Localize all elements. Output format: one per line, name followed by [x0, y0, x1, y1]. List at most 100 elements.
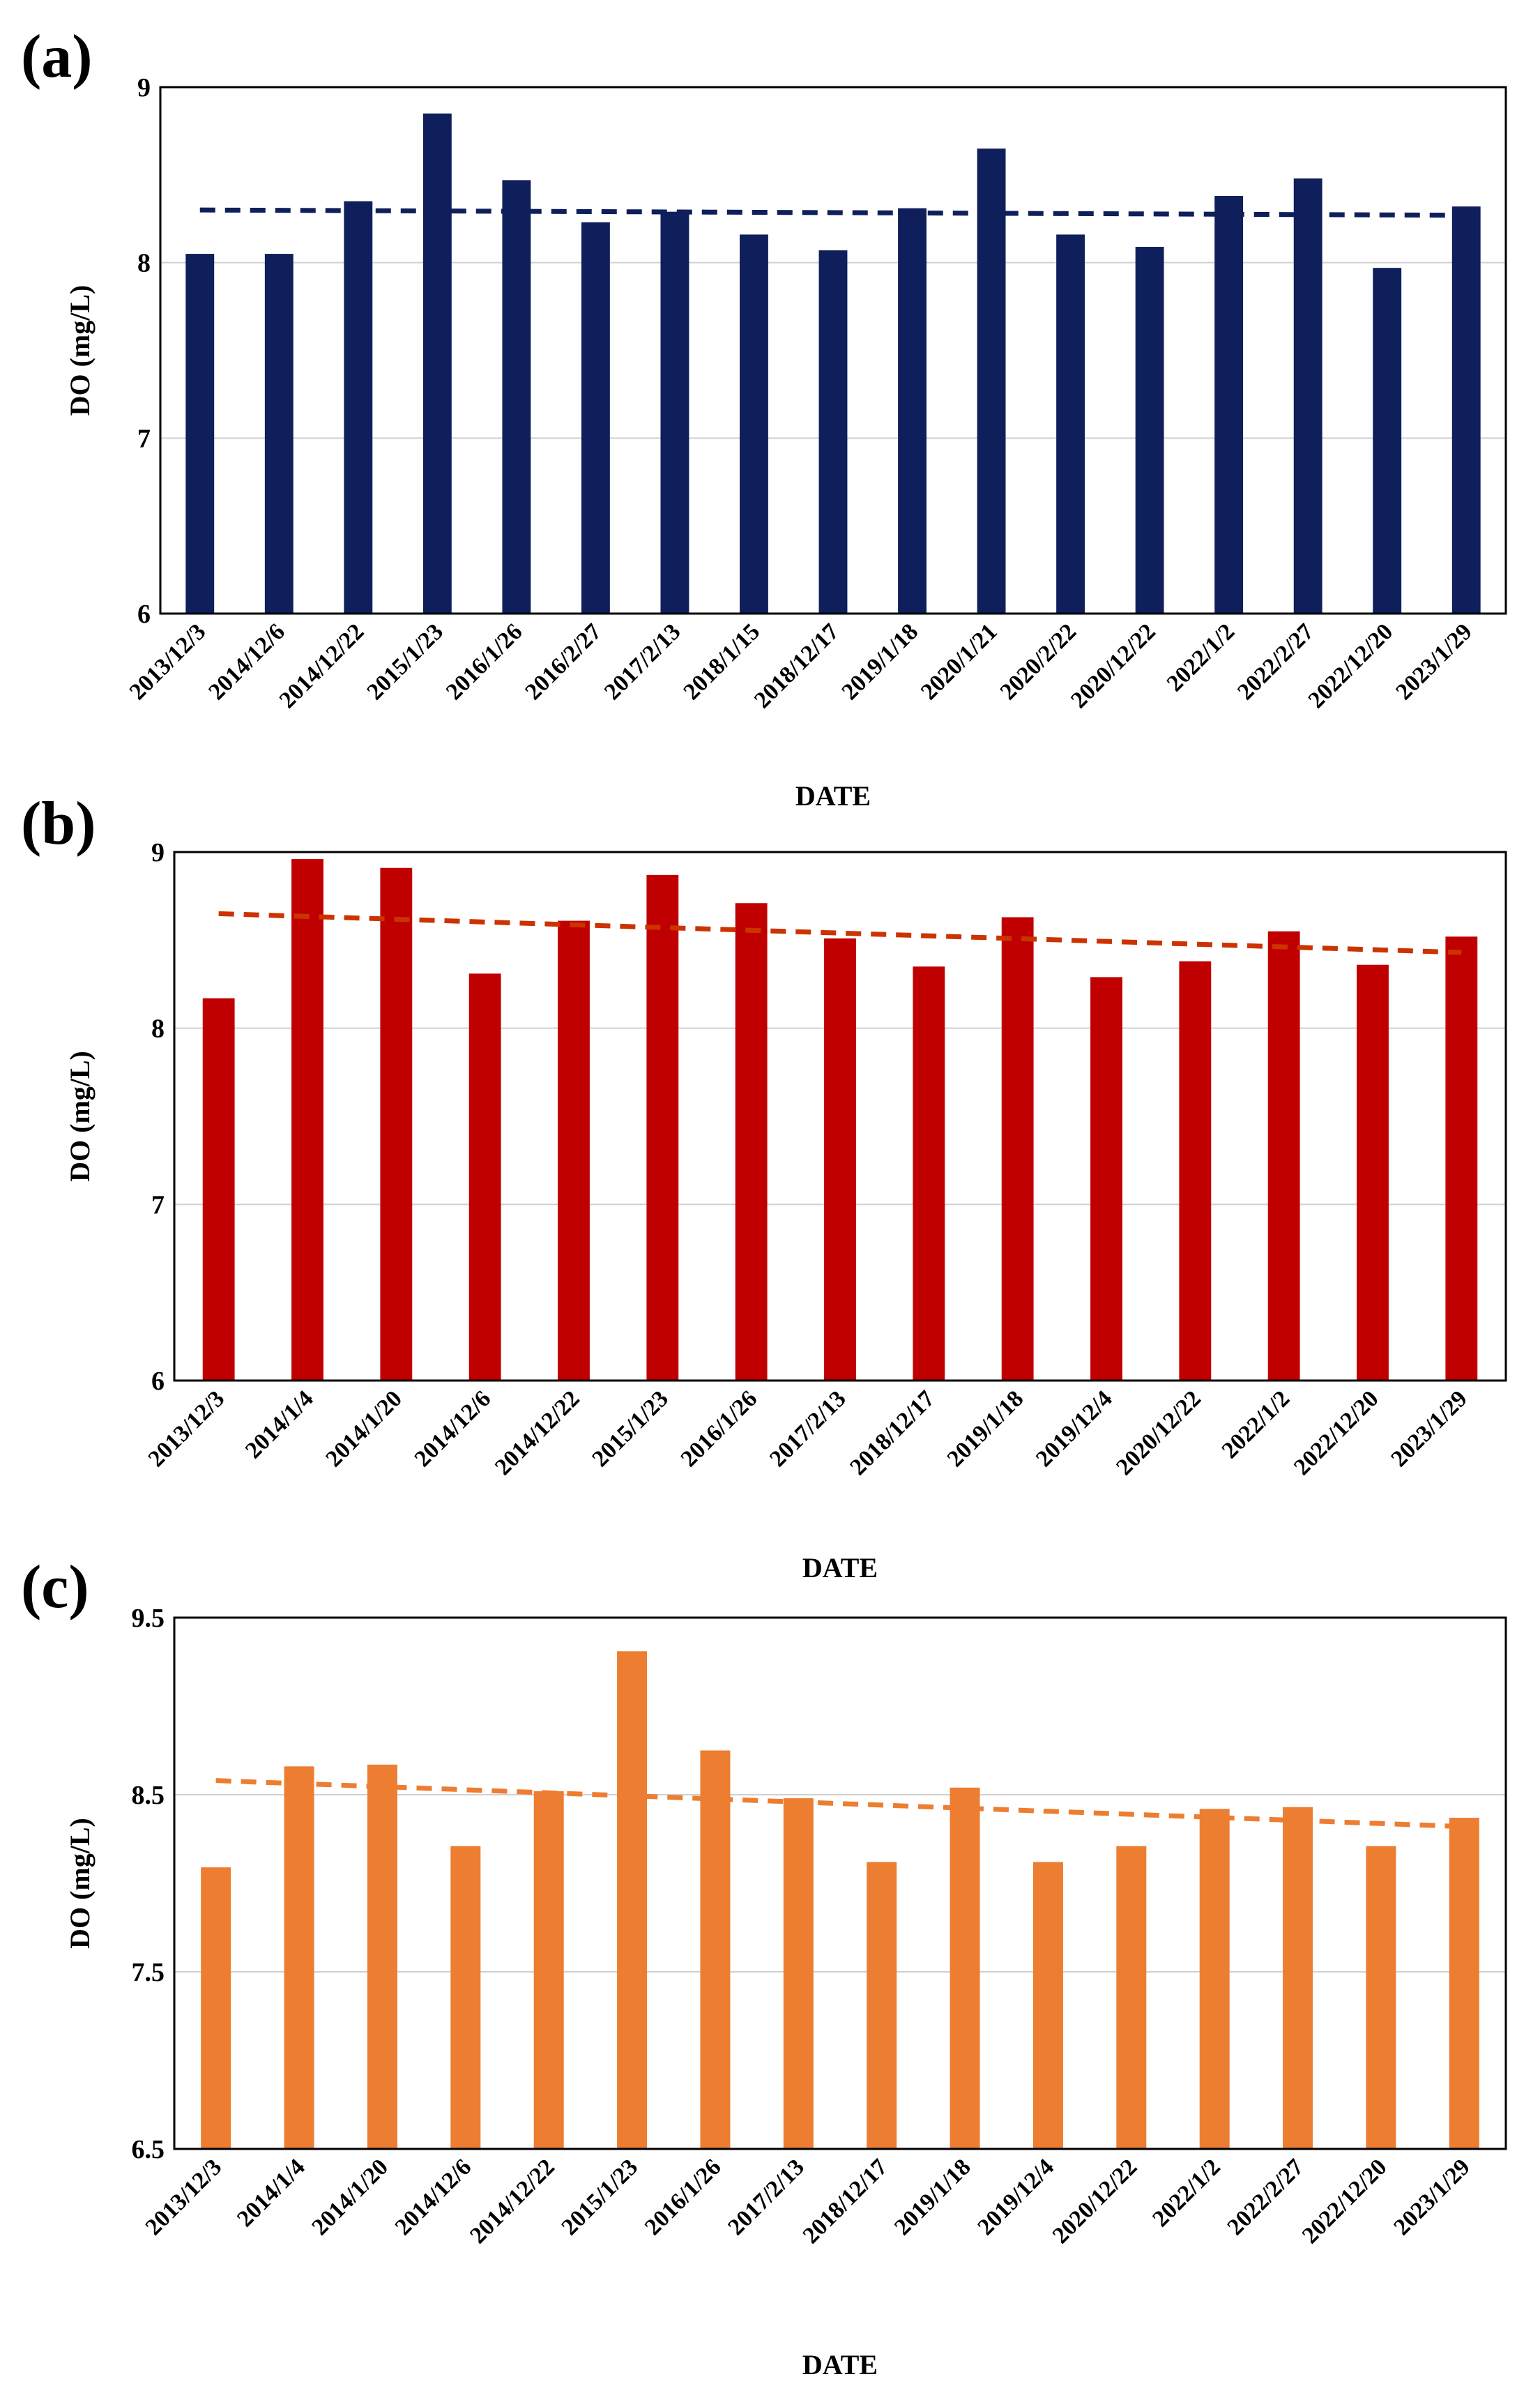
x-tick-label: 2013/12/3 [144, 1385, 230, 1472]
bar-2019/1/18 [1001, 917, 1034, 1381]
x-tick-label: 2015/1/23 [362, 618, 448, 705]
x-tick-label: 2022/1/2 [1217, 1385, 1295, 1464]
bar-2023/1/29 [1451, 206, 1481, 614]
x-tick-label: 2020/12/22 [1048, 2154, 1143, 2249]
bar-2014/1/20 [380, 867, 413, 1381]
x-tick-label: 2019/1/18 [943, 1385, 1029, 1472]
bar-2017/2/13 [783, 1798, 814, 2149]
bar-2020/12/22 [1135, 247, 1164, 614]
y-tick-label: 8 [137, 249, 151, 278]
bar-2020/12/22 [1116, 1846, 1147, 2149]
x-tick-label: 2013/12/3 [141, 2154, 227, 2240]
trendline [199, 207, 1467, 218]
bar-2022/12/20 [1357, 964, 1389, 1381]
bar-2020/2/22 [1056, 234, 1085, 614]
x-tick-label: 2014/12/22 [490, 1385, 585, 1480]
bar-2022/12/20 [1373, 268, 1402, 614]
trendline [218, 911, 1462, 955]
bar-2019/12/4 [1032, 1862, 1063, 2149]
bar-2022/2/27 [1283, 1807, 1313, 2149]
x-tick-label: 2014/1/20 [321, 1385, 407, 1472]
bar-2022/12/20 [1366, 1846, 1396, 2149]
y-axis-title: DO (mg/L) [64, 1818, 96, 1949]
x-axis-title: DATE [795, 780, 871, 812]
y-tick-label: 9 [137, 73, 151, 102]
panel-label: (a) [21, 23, 93, 91]
x-tick-label: 2020/1/21 [916, 618, 1002, 705]
x-tick-label: 2022/1/2 [1148, 2154, 1226, 2232]
bar-2019/1/18 [898, 208, 927, 614]
x-tick-label: 2022/1/2 [1162, 618, 1240, 697]
bar-2020/12/22 [1179, 961, 1212, 1381]
x-tick-label: 2014/1/4 [241, 1385, 319, 1464]
bar-2023/1/29 [1445, 936, 1478, 1381]
bar-2016/1/26 [735, 903, 768, 1381]
bar-2015/1/23 [617, 1651, 648, 2149]
x-tick-label: 2014/1/20 [307, 2154, 393, 2240]
x-axis-title: DATE [802, 2349, 878, 2380]
x-tick-label: 2018/12/17 [798, 2154, 893, 2249]
bar-2014/12/22 [533, 1791, 564, 2149]
bar-2015/1/23 [422, 113, 452, 614]
bar-2020/1/21 [977, 149, 1006, 614]
x-tick-label: 2020/12/22 [1066, 618, 1161, 713]
x-tick-label: 2020/12/22 [1111, 1385, 1206, 1480]
bar-2017/2/13 [824, 938, 856, 1381]
x-tick-label: 2018/12/17 [845, 1385, 940, 1480]
plot-frame [173, 851, 1507, 1382]
x-tick-label: 2017/2/13 [600, 618, 686, 705]
bar-2022/1/2 [1199, 1809, 1230, 2149]
bar-2018/12/17 [913, 966, 945, 1381]
plot-frame [173, 1616, 1507, 2150]
y-tick-label: 9 [151, 838, 165, 867]
x-tick-label: 2014/1/4 [232, 2154, 310, 2232]
y-tick-label: 7 [151, 1190, 165, 1219]
x-tick-label: 2019/1/18 [890, 2154, 976, 2240]
x-tick-label: 2014/12/6 [410, 1385, 496, 1472]
y-tick-label: 8 [151, 1015, 165, 1044]
x-tick-label: 2018/12/17 [749, 618, 844, 713]
x-tick-label: 2022/2/27 [1223, 2154, 1309, 2240]
x-tick-label: 2015/1/23 [587, 1385, 673, 1472]
x-tick-label: 2019/12/4 [1031, 1385, 1118, 1472]
x-tick-label: 2014/12/22 [275, 618, 369, 713]
bar-2019/12/4 [1090, 977, 1122, 1381]
y-tick-label: 6 [137, 600, 151, 629]
bar-2014/1/4 [284, 1766, 314, 2149]
x-tick-label: 2017/2/13 [723, 2154, 809, 2240]
bar-2016/1/26 [700, 1750, 731, 2149]
chart-panel-1: 67892013/12/32014/12/62014/12/222015/1/2… [21, 23, 1507, 812]
bar-2023/1/29 [1449, 1818, 1479, 2149]
plot-frame [159, 86, 1507, 615]
bar-2014/12/6 [468, 973, 501, 1381]
bar-2019/1/18 [950, 1787, 980, 2149]
bar-2018/12/17 [818, 250, 848, 614]
x-tick-label: 2014/12/22 [465, 2154, 560, 2249]
bar-2022/1/2 [1267, 931, 1300, 1381]
panel-label: (b) [21, 790, 96, 858]
bar-2014/1/20 [367, 1764, 397, 2149]
bar-2015/1/23 [646, 874, 679, 1381]
y-tick-label: 6 [151, 1367, 165, 1396]
x-tick-label: 2016/1/26 [640, 2154, 726, 2240]
x-tick-label: 2016/1/26 [676, 1385, 763, 1472]
x-tick-label: 2013/12/3 [125, 618, 211, 705]
bar-2014/12/22 [558, 920, 590, 1381]
panel-label: (c) [21, 1553, 89, 1621]
y-axis-title: DO (mg/L) [64, 285, 96, 416]
x-tick-label: 2023/1/29 [1391, 618, 1477, 705]
x-tick-label: 2022/12/20 [1289, 1385, 1384, 1480]
bar-2017/2/13 [660, 211, 689, 614]
bar-2014/1/4 [291, 859, 323, 1381]
bar-2014/12/6 [450, 1846, 481, 2149]
bar-2016/1/26 [502, 180, 531, 614]
bar-2014/12/22 [344, 201, 373, 614]
y-tick-label: 6.5 [132, 2135, 165, 2164]
bar-2013/12/3 [185, 254, 215, 614]
y-axis-title: DO (mg/L) [64, 1051, 96, 1182]
x-tick-label: 2023/1/29 [1386, 1385, 1472, 1472]
x-tick-label: 2016/2/27 [520, 618, 607, 705]
